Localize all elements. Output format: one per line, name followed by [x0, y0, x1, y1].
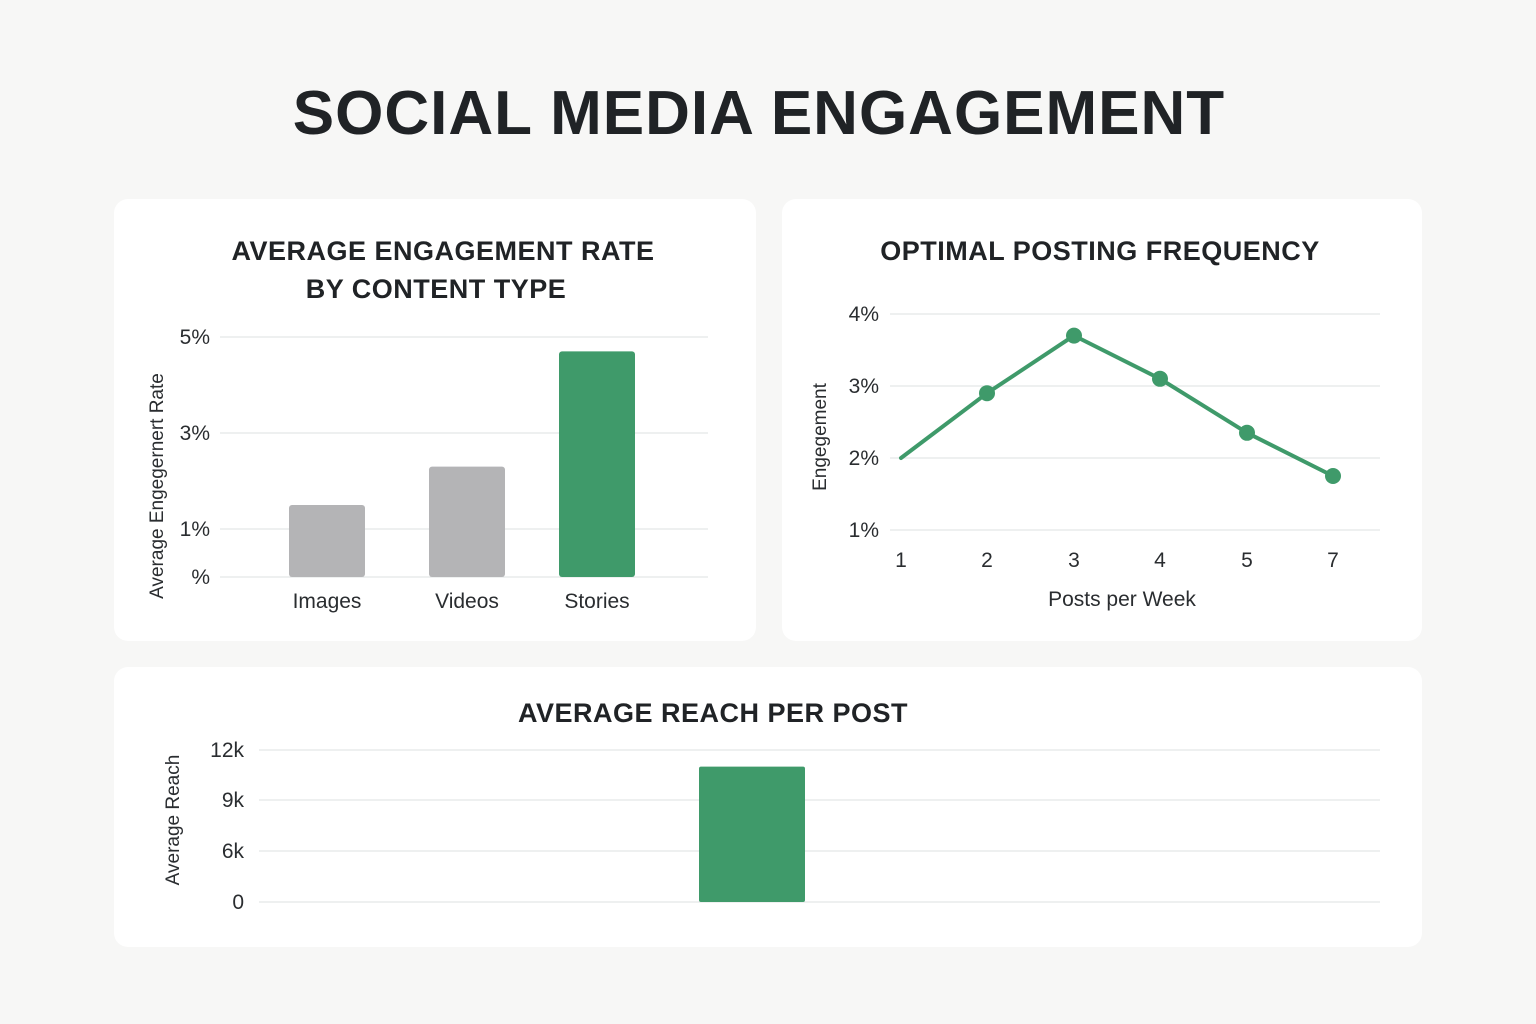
data-point [1325, 468, 1341, 484]
x-tick-label: 5 [1241, 549, 1253, 572]
data-point [1239, 424, 1255, 441]
x-tick-label: 7 [1327, 549, 1339, 572]
bar-videos [429, 466, 505, 577]
x-tick-label: 3 [1068, 549, 1080, 572]
x-tick-label: Stories [564, 590, 629, 613]
data-point [1066, 327, 1082, 344]
chart-title-line-2: BY CONTENT TYPE [306, 274, 567, 304]
y-tick-label: 6k [222, 840, 245, 863]
bar-images [289, 505, 365, 577]
y-axis-label: Engegement [810, 382, 831, 490]
y-tick-label: 1% [849, 519, 879, 542]
y-tick-label: 9k [222, 789, 245, 812]
y-tick-label: 12k [210, 739, 244, 762]
x-tick-label: 2 [981, 549, 993, 572]
reach-bar-chart: AVERAGE REACH PER POST Average Reach 0 6k… [163, 698, 1380, 914]
bar-stories [559, 351, 635, 577]
x-tick-label: Videos [435, 590, 499, 613]
y-axis-label: Average Reach [163, 755, 184, 886]
data-point [979, 385, 995, 402]
y-tick-label: 5% [180, 326, 210, 349]
x-tick-label: 1 [895, 549, 907, 572]
chart-title: AVERAGE REACH PER POST [518, 698, 908, 728]
content-type-bar-chart: AVERAGE ENGAGEMENT RATE BY CONTENT TYPE … [147, 236, 708, 613]
y-tick-label: 3% [849, 375, 879, 398]
y-tick-label: % [191, 566, 210, 589]
x-tick-label: 4 [1154, 549, 1166, 572]
posting-frequency-line-chart: OPTIMAL POSTING FREQUENCY Engegement Pos… [810, 236, 1380, 611]
x-tick-label: Images [293, 590, 362, 613]
reach-chart-card: AVERAGE REACH PER POST Average Reach 0 6k… [114, 667, 1422, 947]
y-tick-label: 3% [180, 422, 210, 445]
x-axis-label: Posts per Week [1048, 588, 1196, 611]
chart-title-line-1: AVERAGE ENGAGEMENT RATE [231, 236, 654, 266]
chart-title: OPTIMAL POSTING FREQUENCY [880, 236, 1320, 266]
engagement-line [899, 333, 1335, 478]
y-tick-label: 2% [849, 447, 879, 470]
y-tick-label: 0 [232, 891, 244, 914]
y-axis-label: Average Engegernert Rate [147, 373, 168, 599]
y-tick-label: 4% [849, 303, 879, 326]
posting-frequency-chart-card: OPTIMAL POSTING FREQUENCY Engegement Pos… [782, 199, 1422, 641]
content-type-chart-card: AVERAGE ENGAGEMENT RATE BY CONTENT TYPE … [114, 199, 756, 641]
reach-bar [699, 766, 805, 902]
page-title: SOCIAL MEDIA ENGAGEMENT [292, 79, 1226, 148]
data-point [1152, 370, 1168, 387]
y-tick-label: 1% [180, 518, 210, 541]
